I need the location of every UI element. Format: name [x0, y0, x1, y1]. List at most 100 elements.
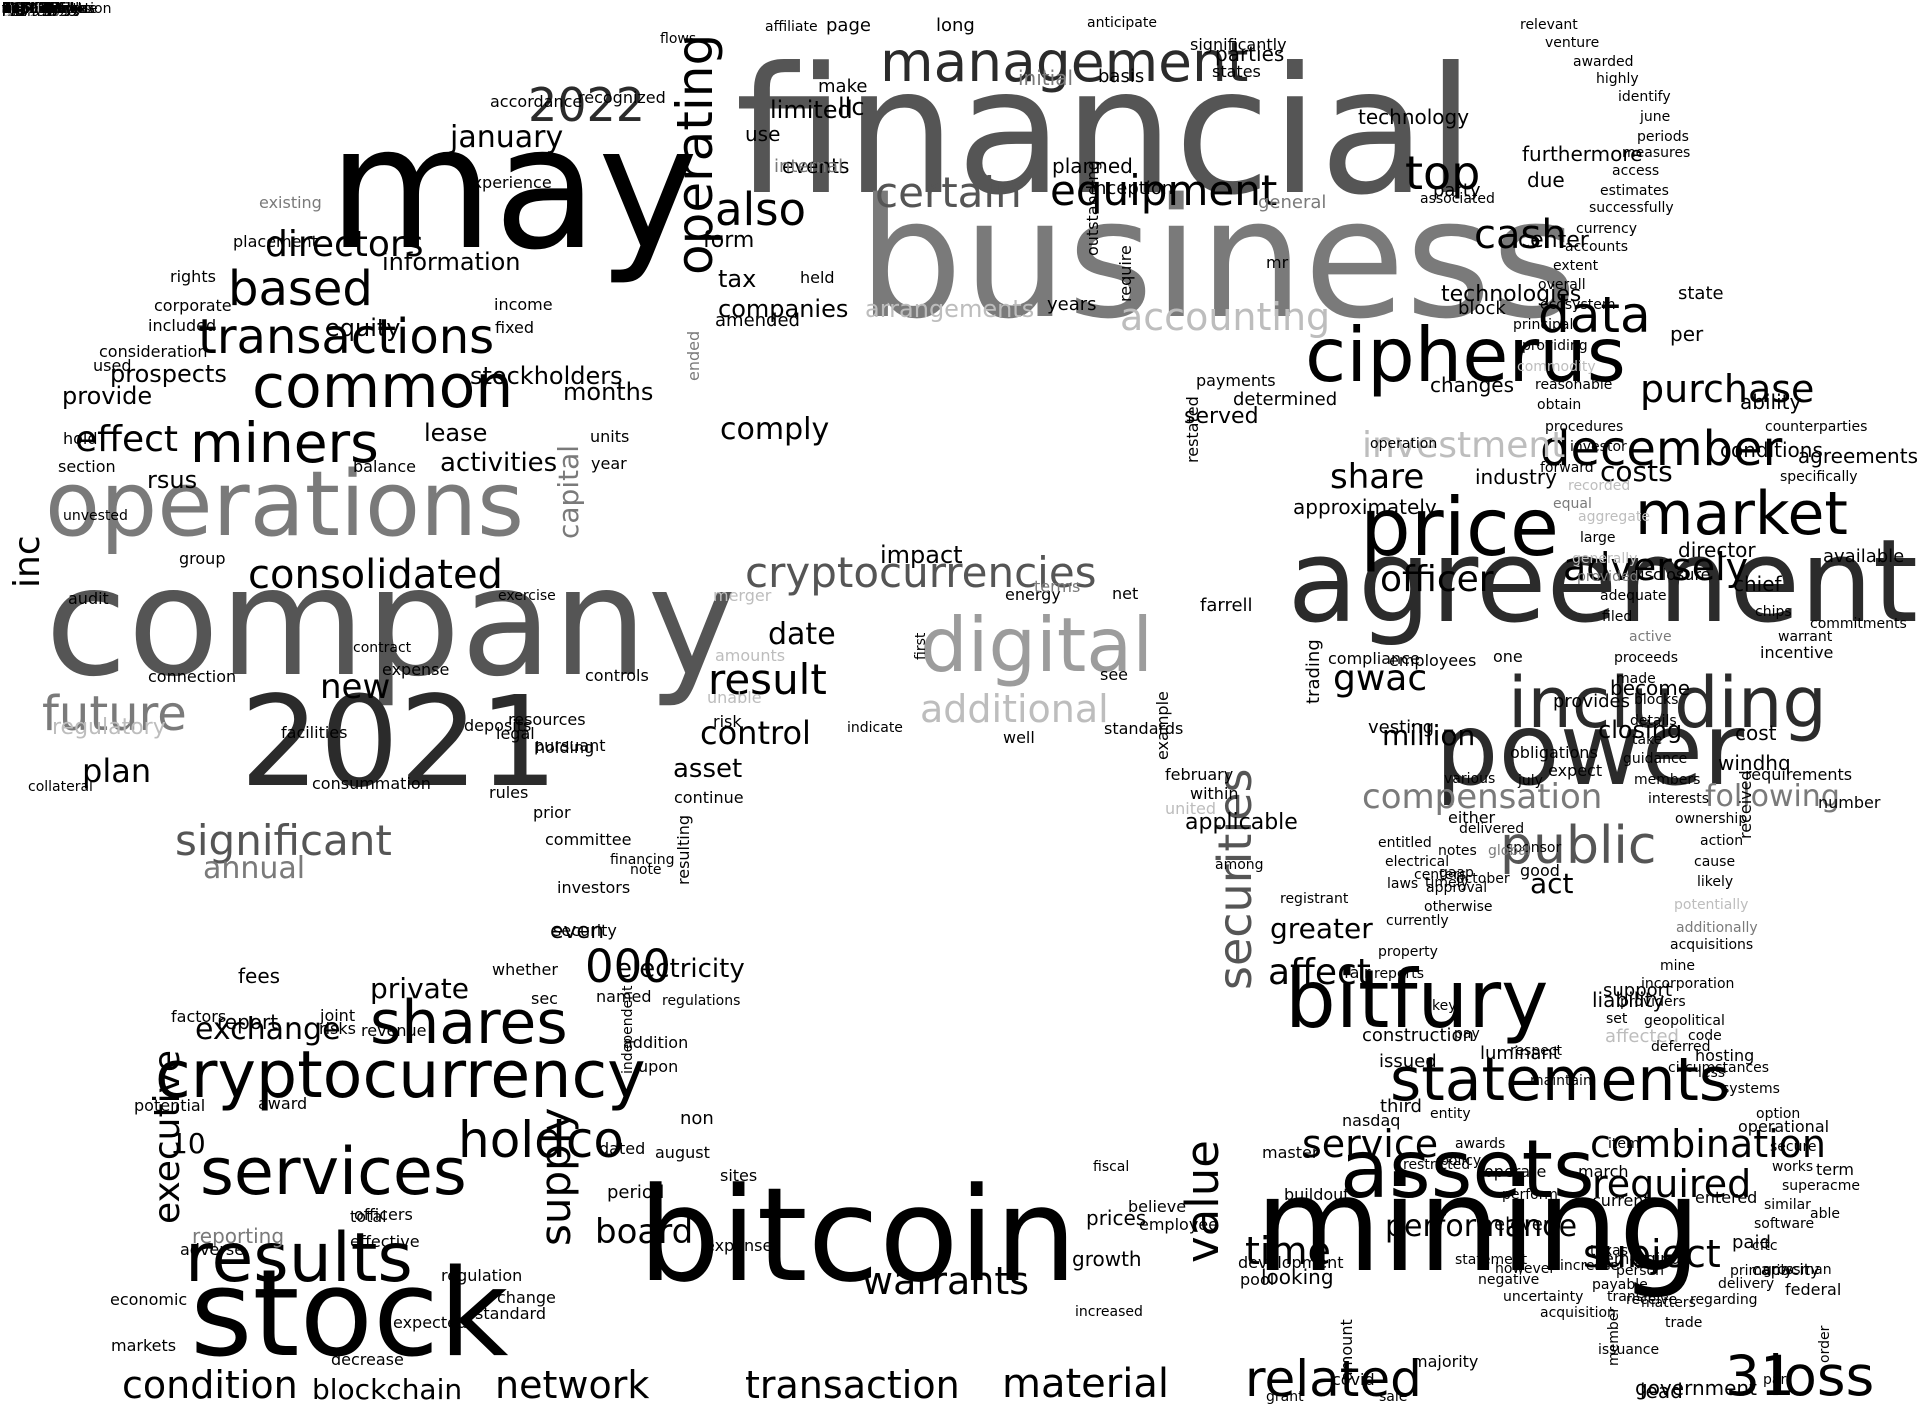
cloud-word-u-569: u	[2, 1, 11, 17]
cloud-word-b-579: b	[2, 1, 11, 17]
cloud-word-majority-428: majority	[1412, 1352, 1479, 1371]
cloud-word-interest-496: interest	[2, 1, 56, 17]
cloud-word-adverse-206: adverse	[180, 1240, 245, 1259]
cloud-word-top-43: top	[1405, 146, 1481, 200]
cloud-word-current-165: current	[1592, 1191, 1650, 1210]
cloud-word-11-589: 11	[2, 1, 20, 17]
cloud-word-condition-66: condition	[122, 1363, 298, 1406]
cloud-word-technology-116: technology	[1358, 105, 1470, 129]
cloud-word-pool-219: pool	[1240, 1270, 1275, 1289]
cloud-word-periods-397: periods	[1637, 129, 1689, 145]
cloud-word-defined-516: defined	[2, 1, 55, 17]
cloud-word-audit-266: audit	[68, 589, 109, 608]
cloud-word-subsequent-500: subsequent	[2, 1, 84, 17]
cloud-word-lead-427: lead	[1640, 1379, 1683, 1403]
cloud-word-principal-387: principal	[1513, 317, 1574, 333]
cloud-word-prospects-99: prospects	[110, 360, 227, 388]
cloud-word-certain-35: certain	[875, 168, 1022, 217]
cloud-word-guidance-365: guidance	[1623, 751, 1688, 767]
cloud-word-ii-568: ii	[2, 1, 10, 17]
cloud-word-tax-109: tax	[718, 265, 757, 293]
cloud-word-exchange-88: exchange	[195, 1012, 341, 1047]
cloud-word-gaap-297: gaap	[1439, 865, 1474, 881]
cloud-word-another-469: another	[2, 1, 57, 17]
cloud-word-processing-478: processing	[2, 1, 78, 17]
cloud-word-good-146: good	[1520, 861, 1560, 880]
cloud-word-asic-538: asic	[2, 1, 30, 17]
cloud-word-uncertainty-325: uncertainty	[1503, 1289, 1584, 1305]
cloud-word-investors-278: investors	[557, 878, 631, 897]
cloud-word-assets-18: assets	[1340, 1123, 1595, 1216]
cloud-word-either-304: either	[1448, 808, 1496, 827]
cloud-word-variable-485: variable	[2, 1, 59, 17]
cloud-word-made-369: made	[1616, 671, 1656, 687]
cloud-word-reasonable-384: reasonable	[1535, 377, 1613, 393]
cloud-word-even-421: even	[550, 919, 605, 944]
cloud-word-emerging-166: emerging	[1604, 1249, 1681, 1268]
cloud-word-entered-160: entered	[1695, 1188, 1758, 1207]
cloud-word-level-499: level	[2, 1, 36, 17]
cloud-word-model-483: model	[2, 1, 46, 17]
cloud-word-whether-281: whether	[492, 960, 558, 979]
cloud-word-mine-355: mine	[1660, 958, 1696, 974]
cloud-word-awards-320: awards	[1455, 1136, 1506, 1152]
cloud-word-miners-24: miners	[190, 411, 379, 475]
cloud-word-also-36: also	[715, 183, 807, 236]
cloud-word-users-513: users	[2, 1, 40, 17]
cloud-word-operation-410: operation	[1370, 436, 1438, 452]
cloud-word-electrical-308: electrical	[1385, 854, 1450, 870]
cloud-word-specifically-409: specifically	[1780, 469, 1858, 485]
cloud-word-governance-547: governance	[2, 1, 85, 17]
cloud-word-deemed-441: deemed	[2, 1, 60, 17]
cloud-word-resulting-184: resulting	[674, 815, 693, 886]
cloud-word-looking-425: looking	[1261, 1265, 1334, 1289]
cloud-word-operations-9: operations	[45, 452, 525, 557]
cloud-word-prior-275: prior	[533, 803, 571, 822]
cloud-word-particularly-509: particularly	[2, 1, 82, 17]
cloud-word-proceeds-370: proceeds	[1614, 650, 1679, 666]
cloud-word-policy-321: policy	[1440, 1153, 1482, 1169]
cloud-word-f-592: f	[2, 1, 7, 17]
cloud-word-investor-381: investor	[1570, 439, 1627, 455]
cloud-word-transactions-25: transactions	[198, 309, 495, 365]
cloud-word-1-570: 1	[2, 1, 11, 17]
cloud-word-order-163: order	[1817, 1326, 1833, 1364]
cloud-word-collateral-416: collateral	[28, 779, 93, 795]
cloud-word-infrastructure-449: infrastructure	[2, 1, 98, 17]
cloud-word-difficult-451: difficult	[2, 1, 55, 17]
cloud-word-mining-6: mining	[1255, 1149, 1702, 1301]
cloud-word-group-265: group	[179, 549, 226, 568]
cloud-word-risks-202: risks	[319, 1019, 356, 1038]
cloud-word-however-432: however	[1495, 1261, 1556, 1277]
cloud-word-set-352: set	[1606, 1011, 1628, 1027]
cloud-word-dykes-531: dykes	[2, 1, 43, 17]
cloud-word-cryptocurrencies-32: cryptocurrencies	[745, 548, 1097, 597]
cloud-word-reduce-501: reduce	[2, 1, 51, 17]
cloud-word-terms-180: terms	[1034, 577, 1081, 596]
cloud-word-fixed-259: fixed	[495, 318, 535, 337]
cloud-word-provisions-544: provisions	[2, 1, 73, 17]
cloud-word-available-132: available	[1823, 546, 1905, 567]
cloud-word-see-173: see	[1100, 665, 1129, 684]
cloud-word-covid-221: covid	[1332, 1370, 1375, 1389]
cloud-word-described-438: described	[2, 1, 71, 17]
cloud-word-closing-139: closing	[1598, 716, 1683, 744]
cloud-word-option-345: option	[1756, 1106, 1801, 1122]
cloud-word-subsidiary-497: subsidiary	[2, 1, 74, 17]
cloud-word-within-168: within	[1190, 784, 1239, 803]
cloud-word-director-131: director	[1678, 538, 1756, 562]
cloud-word-payment-535: payment	[2, 1, 65, 17]
cloud-word-receive-332: receive	[1626, 1292, 1678, 1308]
cloud-word-2022-34: 2022	[528, 78, 646, 132]
cloud-word-extent-390: extent	[1553, 258, 1599, 274]
cloud-word-fair-224: fair	[1344, 963, 1371, 982]
cloud-word-4-578: 4	[2, 1, 11, 17]
cloud-word-bitfury-19: bitfury	[1285, 953, 1549, 1046]
cloud-word-sites-195: sites	[720, 1166, 758, 1185]
cloud-word-ended-242: ended	[684, 331, 703, 382]
cloud-word-center-120: center	[1518, 228, 1589, 253]
cloud-word-business-1: business	[858, 163, 1578, 355]
cloud-word-controls-279: controls	[585, 666, 649, 685]
cloud-word-12-575: 12	[2, 1, 20, 17]
cloud-word-based-33: based	[228, 261, 373, 317]
